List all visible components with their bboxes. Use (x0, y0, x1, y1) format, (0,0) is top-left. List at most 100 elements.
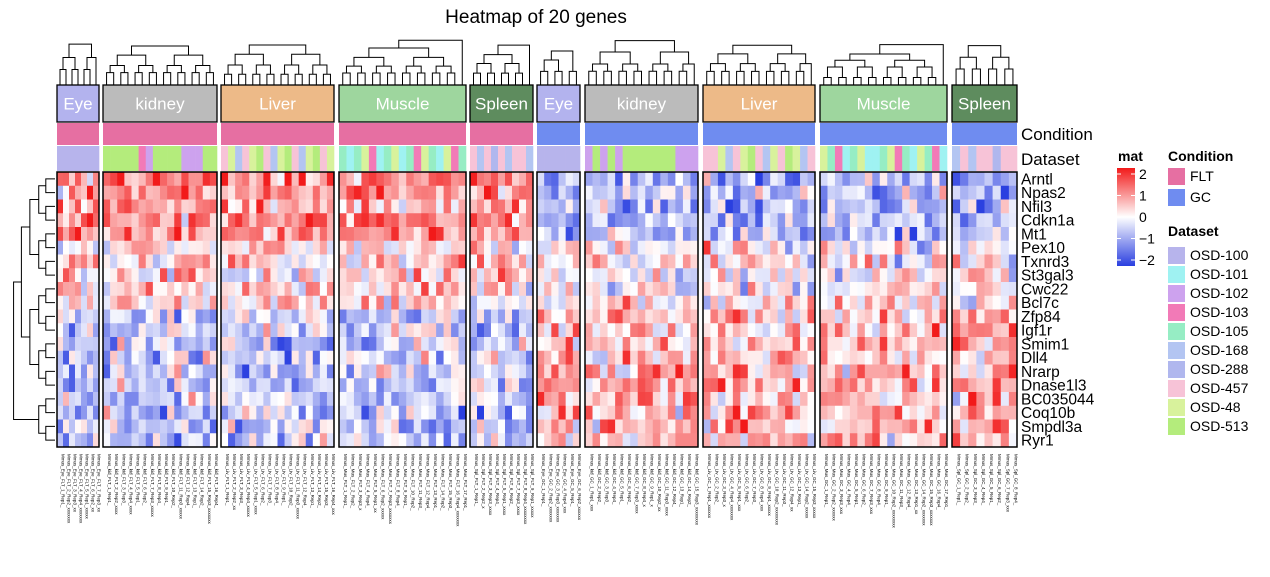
tissue-strip-muscle-flt (338, 84, 467, 123)
heatmap-cell (138, 419, 147, 434)
heatmap-cell (770, 364, 778, 379)
heatmap-cell (376, 240, 385, 255)
heatmap-cell (909, 295, 918, 310)
heatmap-cell (406, 240, 415, 255)
heatmap-cell (792, 282, 801, 297)
heatmap-cell (952, 337, 961, 352)
heatmap-cell (391, 392, 400, 407)
heatmap-cell (63, 323, 70, 338)
heatmap-cell (600, 364, 608, 379)
dataset-legend-swatch (1168, 380, 1185, 397)
heatmap-cell (592, 185, 601, 200)
heatmap-cell (615, 419, 623, 434)
dendrogram-branch (45, 178, 55, 194)
heatmap-cell (353, 364, 362, 379)
sample-label: Mmus_kid_FLT_16_Rep4_ (214, 454, 219, 508)
heatmap-cell (732, 185, 741, 200)
heatmap-cell (398, 213, 407, 228)
dataset-legend-label: OSD-102 (1190, 285, 1249, 301)
heatmap-cell (491, 268, 499, 283)
dendrogram-branch (322, 73, 331, 85)
heatmap-cell (221, 433, 229, 448)
heatmap-cell (800, 323, 808, 338)
dataset-cell (477, 146, 485, 171)
heatmap-cell (732, 323, 741, 338)
heatmap-cell (458, 172, 467, 187)
heatmap-cell (607, 213, 616, 228)
heatmap-cell (887, 323, 896, 338)
heatmap-cell (600, 254, 608, 269)
heatmap-cell (436, 323, 444, 338)
dataset-cell (152, 146, 161, 171)
dendrogram-branch (435, 65, 452, 73)
heatmap-cell (305, 172, 314, 187)
heatmap-cell (637, 323, 646, 338)
heatmap-cell (174, 337, 182, 352)
heatmap-cell (717, 378, 726, 393)
dendrogram-branch (959, 56, 977, 70)
heatmap-cell (451, 350, 459, 365)
heatmap-cell (312, 295, 321, 310)
heatmap-cell (932, 337, 940, 352)
heatmap-cell (652, 364, 661, 379)
heatmap-cell (755, 364, 764, 379)
heatmap-cell (291, 419, 299, 434)
heatmap-cell (75, 268, 82, 283)
heatmap-cell (630, 295, 639, 310)
heatmap-cell (75, 337, 82, 352)
heatmap-cell (505, 240, 513, 255)
heatmap-cell (932, 213, 940, 228)
heatmap-cell (270, 227, 278, 242)
heatmap-cell (952, 295, 961, 310)
heatmap-cell (57, 378, 64, 393)
heatmap-cell (827, 227, 836, 242)
heatmap-cell (667, 405, 676, 420)
heatmap-cell (675, 337, 684, 352)
dendrogram-branch (68, 43, 92, 58)
heatmap-cell (477, 419, 485, 434)
annotation-label-dataset: Dataset (1021, 150, 1080, 169)
dendrogram-branch (879, 44, 944, 85)
heatmap-cell (785, 240, 793, 255)
heatmap-cell (428, 227, 437, 242)
heatmap-cell (615, 323, 623, 338)
heatmap-cell (592, 350, 601, 365)
block-border (819, 171, 948, 448)
dataset-cell (383, 146, 392, 171)
dendrogram-branch (487, 72, 495, 85)
heatmap-cell (103, 378, 111, 393)
heatmap-cell (145, 295, 154, 310)
heatmap-cell (319, 337, 328, 352)
heatmap-cell (398, 240, 407, 255)
heatmap-cell (421, 419, 429, 434)
heatmap-cell (585, 282, 593, 297)
heatmap-cell (630, 392, 639, 407)
heatmap-cell (551, 323, 559, 338)
heatmap-cell (391, 282, 400, 297)
heatmap-cell (249, 350, 257, 365)
heatmap-cell (436, 227, 444, 242)
heatmap-cell (451, 282, 459, 297)
heatmap-cell (770, 433, 778, 448)
heatmap-cell (458, 350, 467, 365)
heatmap-cell (413, 295, 422, 310)
heatmap-cell (319, 213, 328, 228)
heatmap-cell (451, 378, 459, 393)
heatmap-cell (270, 172, 278, 187)
dataset-cell (622, 146, 631, 171)
heatmap-cell (924, 213, 933, 228)
dataset-cell (842, 146, 851, 171)
dendrogram-branch (897, 76, 907, 85)
heatmap-cell (242, 295, 250, 310)
heatmap-cell (312, 227, 321, 242)
heatmap-cell (887, 282, 896, 297)
heatmap-cell (537, 433, 545, 448)
sample-label: Mmus_Eye_GC_2_Rep2_xxxxxxx (548, 454, 553, 523)
heatmap-cell (195, 392, 204, 407)
heatmap-cell (383, 268, 392, 283)
heatmap-cell (326, 172, 335, 187)
heatmap-cell (785, 227, 793, 242)
heatmap-cell (857, 337, 866, 352)
dataset-cell (952, 146, 961, 171)
heatmap-cell (181, 392, 189, 407)
